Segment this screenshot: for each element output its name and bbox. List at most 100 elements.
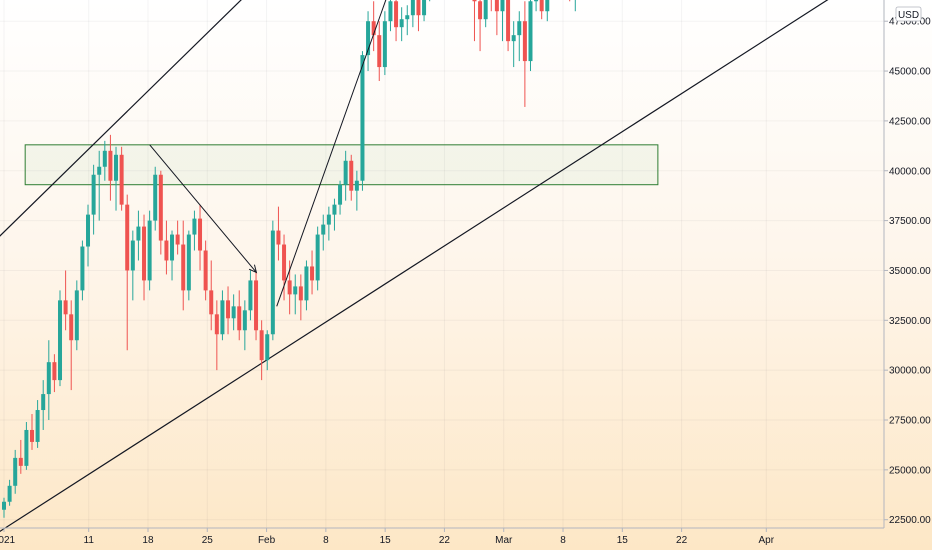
candle-body	[539, 0, 544, 12]
candle-body	[97, 166, 102, 175]
price-tick-label: 42500.00	[889, 116, 931, 127]
price-tick-label: 45000.00	[889, 67, 931, 78]
candle-body	[321, 224, 326, 235]
candle-body	[472, 0, 477, 2]
candle-body	[276, 230, 281, 245]
channel-lower-line[interactable]	[0, 0, 859, 540]
candle-body	[399, 19, 404, 28]
time-tick-label: 22	[439, 535, 451, 546]
candle-body	[534, 0, 539, 2]
candle-body	[377, 35, 382, 68]
candle-body	[287, 280, 292, 295]
candle-body	[371, 21, 376, 36]
candle-body	[410, 0, 415, 16]
candle-body	[422, 0, 427, 16]
candle-body	[41, 394, 46, 411]
candle-body	[80, 246, 85, 291]
price-tick-label: 32500.00	[889, 316, 931, 327]
candle-body	[46, 362, 51, 395]
candle-body	[102, 150, 107, 167]
candle-body	[511, 35, 516, 42]
candle-body	[282, 244, 287, 281]
candle-body	[136, 226, 141, 241]
candle-body	[226, 300, 231, 319]
time-tick-label: 8	[323, 535, 329, 546]
candle-body	[69, 314, 74, 341]
candle-body	[315, 234, 320, 281]
time-tick-label: 25	[202, 535, 214, 546]
candle-body	[7, 485, 12, 502]
time-tick-label: Feb	[258, 535, 276, 546]
candle-body	[58, 300, 63, 381]
candle-body	[153, 174, 158, 221]
candle-body	[52, 362, 57, 381]
arrow-shaft[interactable]	[276, 0, 448, 307]
time-axis[interactable]: 2021 11 18 25 Feb 8 15 22 Mar 8 15 22 Apr	[0, 527, 884, 546]
candle-body	[506, 0, 511, 42]
time-tick-label: 22	[676, 535, 688, 546]
arrows[interactable]	[149, 0, 570, 307]
candle-body	[528, 1, 533, 62]
candle-body	[86, 214, 91, 247]
price-tick-label: 27500.00	[889, 416, 931, 427]
price-tick-label: 37500.00	[889, 216, 931, 227]
trend-lines[interactable]	[0, 0, 859, 540]
candle-body	[522, 21, 527, 62]
candle-body	[349, 160, 354, 191]
candle-body	[198, 218, 203, 251]
candles	[2, 0, 576, 518]
zone-rectangles[interactable]	[24, 0, 659, 186]
candle-body	[298, 286, 303, 301]
candle-body	[293, 286, 298, 295]
candle-body	[130, 240, 135, 271]
currency-box[interactable]	[895, 6, 922, 22]
candle-body	[30, 429, 35, 442]
price-tick-label: 35000.00	[889, 266, 931, 277]
price-tick-label: 25000.00	[889, 465, 931, 476]
candle-body	[242, 310, 247, 331]
price-tick-label: 22500.00	[889, 515, 931, 526]
candle-body	[142, 226, 147, 281]
price-axis[interactable]: 22500.00 25000.00 27500.00 30000.00 32500.00…	[883, 0, 931, 528]
arrow-shaft[interactable]	[149, 144, 257, 273]
candle-body	[332, 204, 337, 215]
candle-body	[343, 160, 348, 185]
candle-body	[91, 174, 96, 215]
time-tick-label: 18	[142, 535, 154, 546]
candle-body	[147, 220, 152, 281]
support-zone[interactable]	[24, 144, 659, 186]
price-tick-label: 47500.00	[889, 17, 931, 28]
candle-body	[158, 174, 163, 241]
time-tick-label: 15	[617, 535, 629, 546]
candle-body	[416, 0, 421, 16]
candle-body	[186, 234, 191, 291]
candle-body	[338, 184, 343, 205]
candle-body	[265, 334, 270, 361]
arrow-head[interactable]	[248, 264, 258, 274]
candle-body	[254, 280, 259, 331]
candle-body	[203, 250, 208, 291]
candle-body	[326, 214, 331, 225]
price-tick-label: 40000.00	[889, 166, 931, 177]
channel-upper-line[interactable]	[0, 0, 690, 249]
candle-body	[248, 280, 253, 311]
time-tick-label: Apr	[759, 535, 775, 546]
candle-body	[231, 306, 236, 319]
candle-body	[2, 501, 6, 510]
candle-body	[310, 266, 315, 281]
candle-body	[164, 240, 169, 261]
candle-body	[125, 204, 130, 271]
time-tick-label: 11	[84, 535, 95, 546]
candle-body	[382, 21, 387, 68]
currency-label[interactable]: USD	[895, 6, 922, 22]
candle-body	[304, 266, 309, 301]
price-tick-label: 30000.00	[889, 366, 931, 377]
candle-body	[270, 230, 275, 335]
candle-body	[483, 0, 488, 20]
candle-body	[545, 0, 550, 12]
candle-body	[214, 314, 219, 335]
time-tick-label: Mar	[495, 535, 513, 546]
candle-body	[74, 290, 79, 341]
